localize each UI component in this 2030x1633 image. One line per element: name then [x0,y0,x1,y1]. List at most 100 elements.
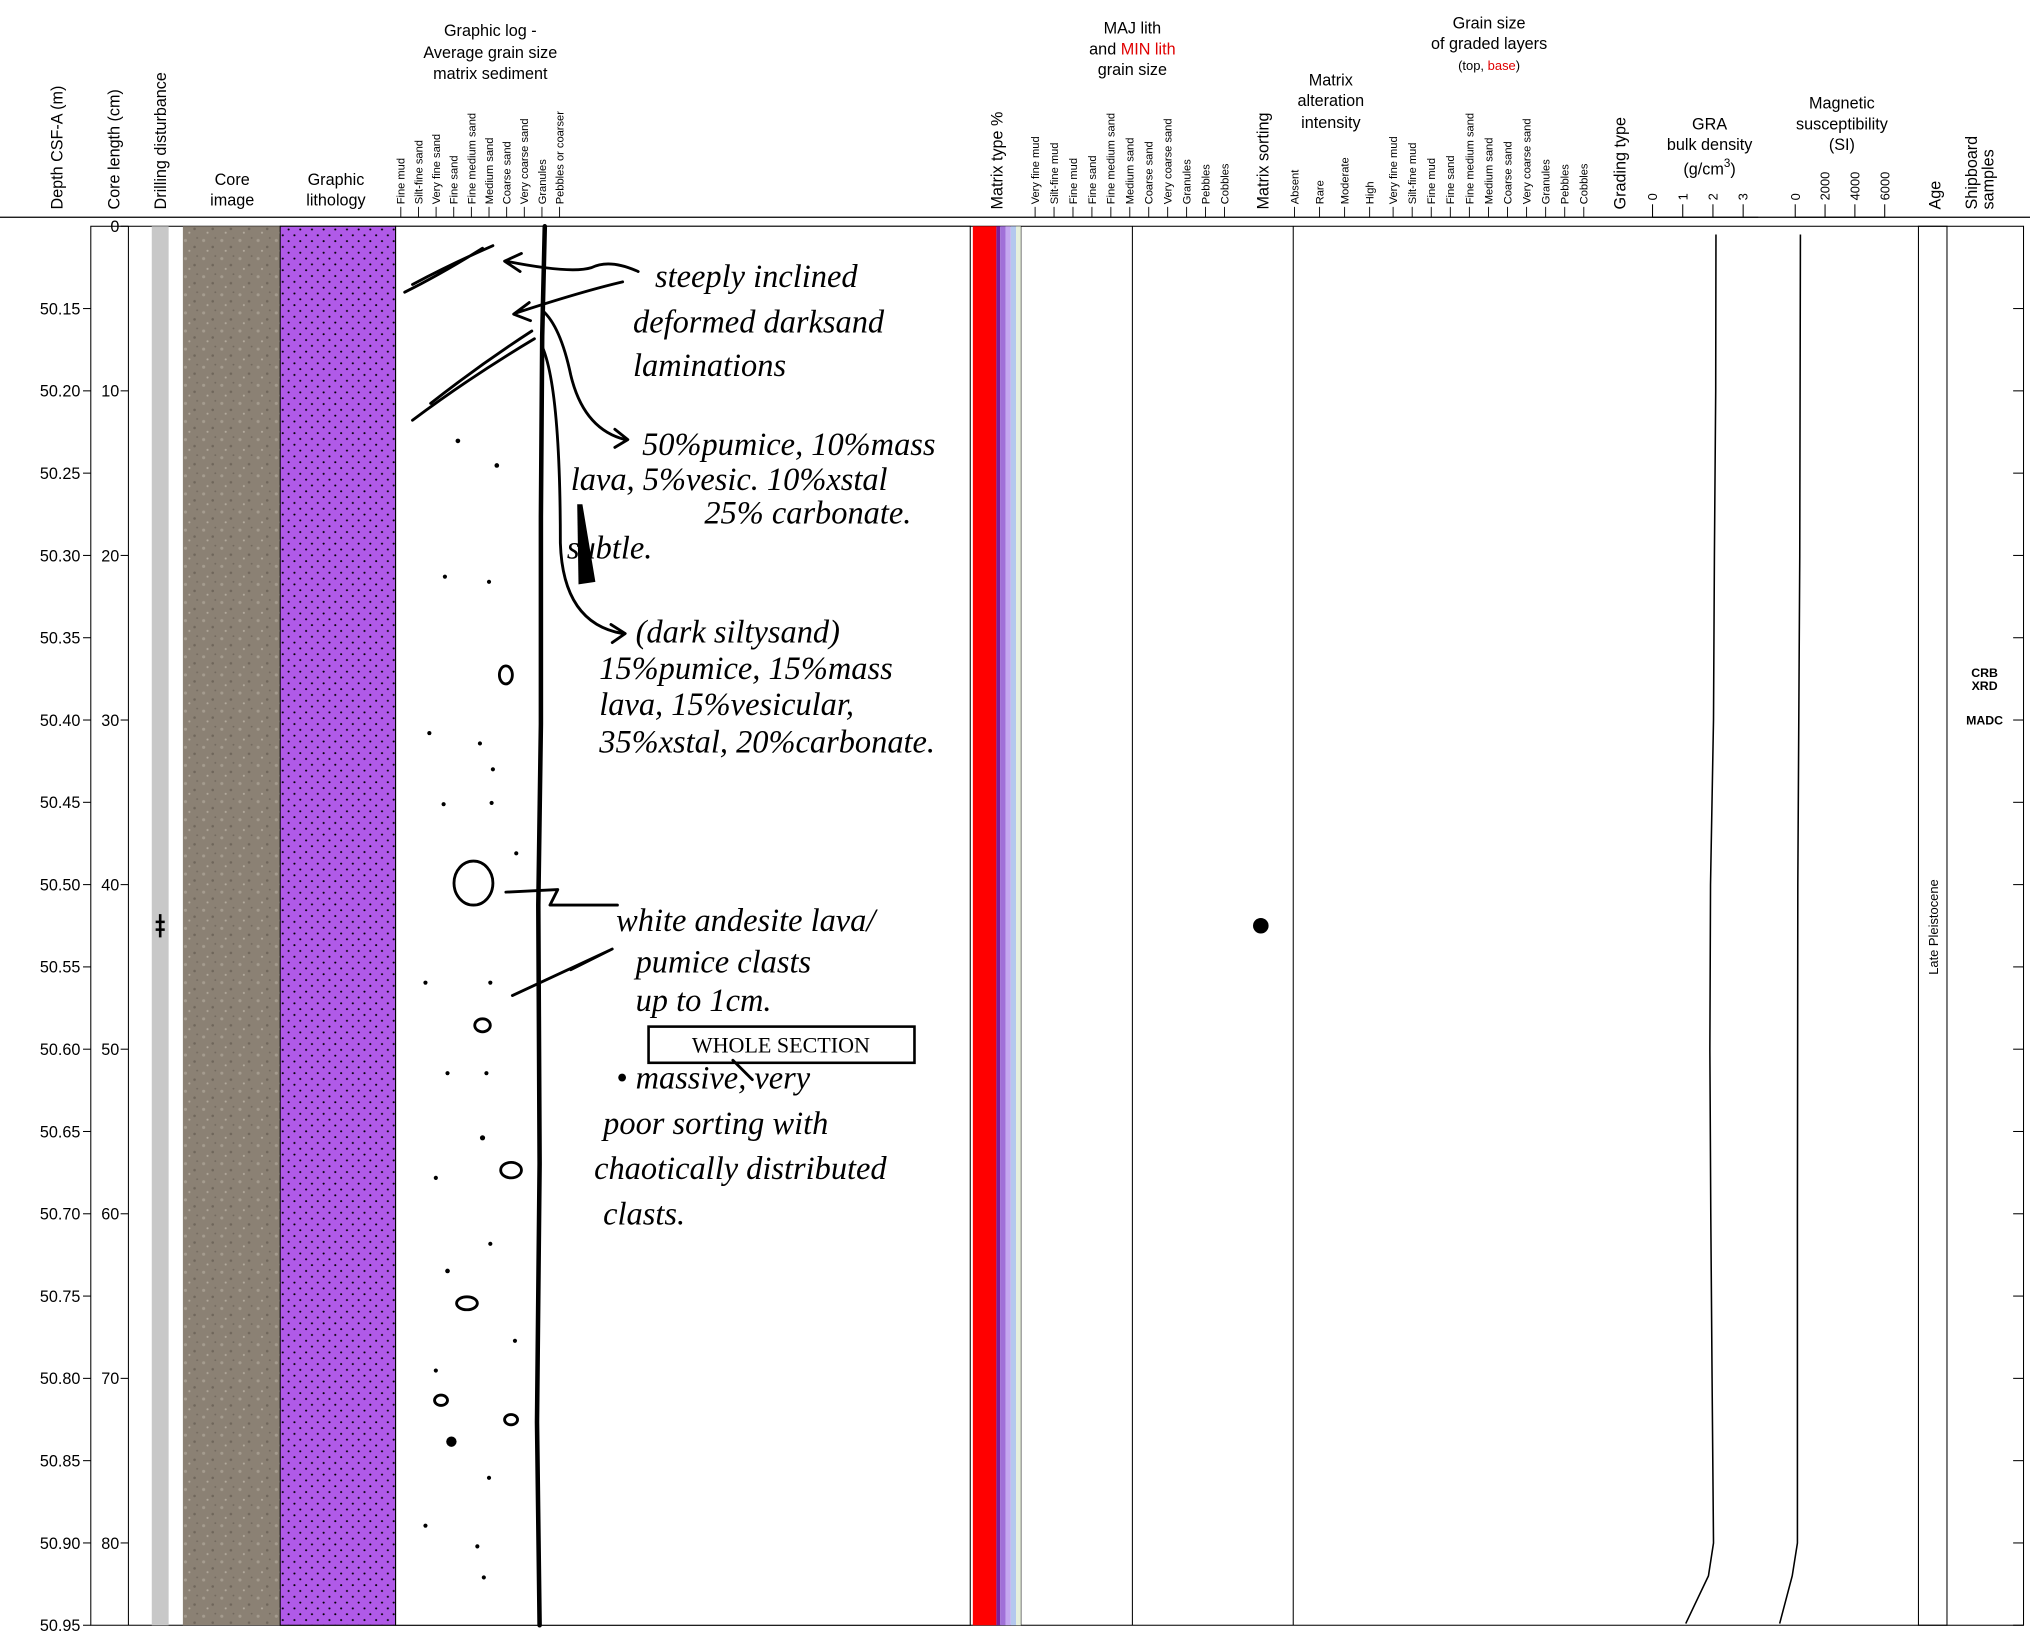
scale-label: Fine sand [1087,156,1099,205]
alteration-header: alteration [1298,92,1365,110]
circle [443,575,447,579]
circle [480,1135,485,1140]
graded-header-part: ) [1516,58,1520,73]
circle [487,580,491,584]
samples-header: samples [1980,149,1998,209]
depth-header: Depth CSF-A (m) [48,86,66,210]
scale-label: Very coarse sand [1163,118,1175,204]
sample-label: CRB [1971,666,1998,680]
depth-tick-label: 50.75 [40,1288,81,1306]
circle [484,1071,488,1075]
scale-label: Absent [1289,169,1301,204]
scale-label: Medium sand [1483,138,1495,205]
depth-tick-label: 50.95 [40,1617,81,1633]
scale-label: High [1365,181,1377,204]
curve-tick-label: 0 [1645,193,1660,200]
annotation: (dark siltysand) [636,615,840,651]
core-length-tick-label: 40 [101,876,119,894]
scale-label: Fine mud [1426,158,1438,204]
scale-label: Rare [1314,180,1326,204]
curve-tick-label: 4000 [1847,172,1862,201]
scale-label: Pebbles [1560,164,1572,205]
core-length-tick-label: 10 [101,383,119,401]
gra-header: (g/cm3) [1683,157,1735,179]
core-image [183,226,280,1625]
alteration-header: Matrix [1309,71,1353,89]
matrix-sorting-mark [1253,918,1269,934]
depth-tick-label: 50.20 [40,383,81,401]
graphic-lithology-header: Graphic [308,171,365,189]
circle [434,1368,438,1372]
circle [475,1544,479,1548]
scale-label: Fine mud [396,158,408,204]
scale-label: Fine sand [449,156,461,205]
circle [487,1476,491,1480]
lith-header: MAJ lith [1104,20,1162,38]
circle [423,1524,427,1528]
circle [427,731,431,735]
scale-label: Pebbles or coarser [554,111,566,205]
depth-tick-label: 50.35 [40,630,81,648]
scale-label: Very fine mud [1030,136,1042,204]
depth-tick-label: 50.55 [40,959,81,977]
graphic-log-header: matrix sediment [433,65,548,83]
gra-header: bulk density [1667,136,1753,154]
annotation: 25% carbonate. [704,496,911,532]
core-length-tick-label: 70 [101,1370,119,1388]
graded-header-base: base [1488,58,1516,73]
graphic-lithology-header: lithology [306,192,366,210]
gra-unit: (g/cm [1683,161,1724,179]
alteration-header: intensity [1301,114,1361,132]
circle [482,1575,486,1579]
scale-label: Cobbles [1219,163,1231,204]
depth-tick-label: 50.60 [40,1041,81,1059]
lith-header: grain size [1098,61,1167,79]
scale-label: Granules [537,159,549,205]
annotation: 15%pumice, 15%mass [599,651,892,687]
sample-label: XRD [1972,679,1998,693]
graded-header: (top, base) [1458,58,1520,73]
scale-label: Granules [1541,159,1553,205]
curve [1780,235,1801,1624]
curve-tick-label: 6000 [1877,172,1892,201]
scale-label: Silt-fine sand [413,140,425,204]
depth-tick-label: 50.70 [40,1206,81,1224]
depth-tick-label: 50.40 [40,712,81,730]
scale-label: Very fine mud [1388,136,1400,204]
annotation: steeply inclined [655,259,858,295]
ms-header: susceptibility [1796,115,1889,133]
circle [514,851,518,855]
annotation: poor sorting with [601,1106,828,1142]
annotation: lava, 15%vesicular, [599,687,854,723]
matrix-type-segment [973,226,997,1625]
annotation-title: WHOLE SECTION [692,1032,870,1057]
grading-type-header: Grading type [1611,117,1629,209]
samples-header: Shipboard [1963,136,1981,210]
scale-label: Moderate [1339,157,1351,204]
circle [490,801,494,805]
scale-label: Medium sand [484,138,496,205]
curve-tick-label: 0 [1788,193,1803,200]
circle [456,439,461,444]
depth-tick-label: 50.50 [40,876,81,894]
scale-label: Very coarse sand [519,118,531,204]
gra-unit: ) [1730,161,1735,179]
sample-label: MADC [1966,714,2003,728]
scale-label: Granules [1181,159,1193,205]
graded-header: Grain size [1453,14,1526,32]
scale-label: Fine mud [1068,158,1080,204]
annotation: chaotically distributed [594,1151,887,1187]
annotation: 50%pumice, 10%mass [642,427,935,463]
ms-header: (SI) [1829,136,1855,154]
drilling-disturbance-header: Drilling disturbance [152,72,170,209]
curve [1686,235,1716,1624]
ms-header: Magnetic [1809,95,1875,113]
scale-label: Fine medium sand [1464,113,1476,204]
circle [442,802,446,806]
annotation: 35%xstal, 20%carbonate. [598,725,935,761]
scale-label: Very fine sand [431,134,443,204]
circle [488,981,492,985]
matrix-type-segment [1000,226,1005,1625]
matrix-type-segment [1005,226,1010,1625]
depth-tick-label: 50.85 [40,1452,81,1470]
